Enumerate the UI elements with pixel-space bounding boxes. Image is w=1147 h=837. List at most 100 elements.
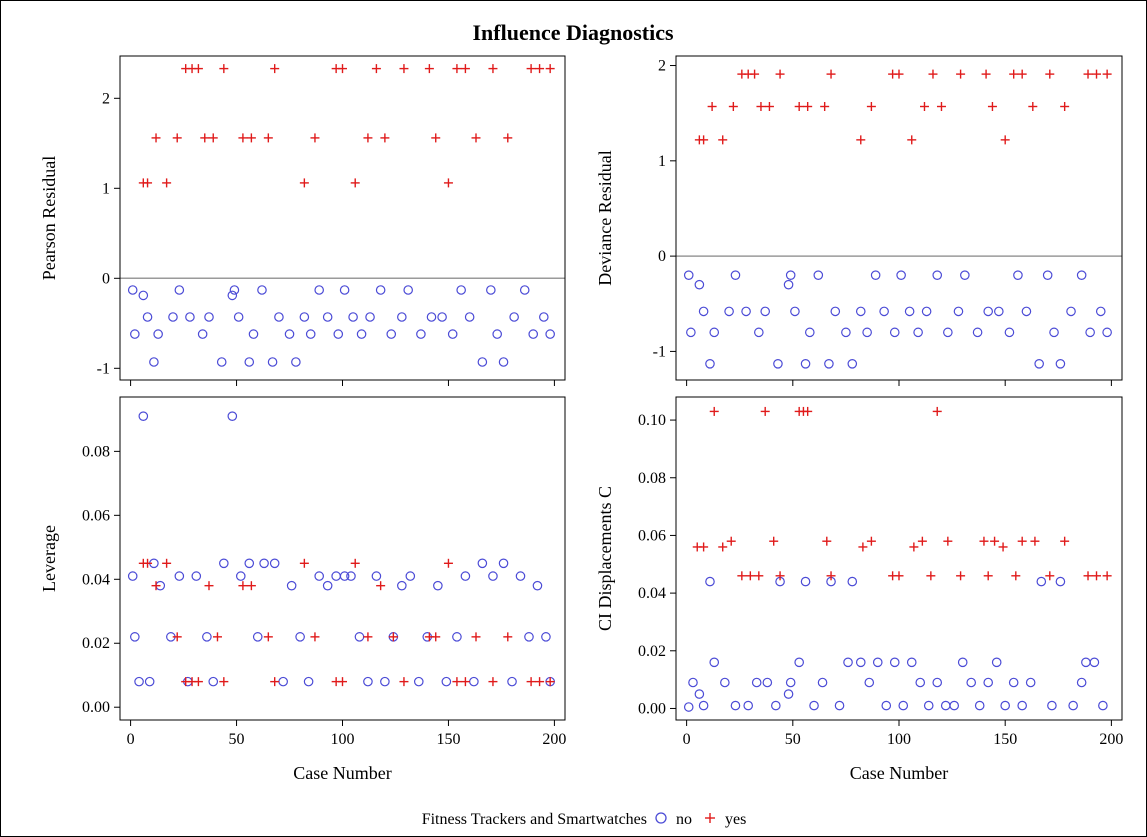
ci-displacements-point-yes	[1102, 571, 1112, 581]
pearson-residual-point-no	[153, 329, 163, 339]
ci-displacements-point-no	[991, 657, 1002, 668]
pearson-residual-point-yes	[263, 133, 273, 143]
deviance-residual-point-yes	[981, 69, 991, 79]
deviance-residual-point-no	[1066, 306, 1076, 317]
leverage-point-no	[346, 571, 356, 581]
pearson-residual-point-yes	[452, 64, 462, 74]
ci-displacements-point-no	[923, 700, 934, 711]
deviance-residual-point-no	[686, 327, 696, 338]
leverage-point-no	[331, 571, 341, 581]
ci-displacements-panel: 0.00 0.02 0.04 0.06 0.08 0.10 0 50 100 150 200 CI D…	[595, 396, 1123, 783]
ci-displacements-point-no	[1068, 700, 1078, 711]
deviance-residual-point-no	[754, 327, 764, 338]
deviance-residual-point-yes	[1045, 69, 1055, 79]
ci-displacements-point-yes	[983, 571, 993, 581]
leverage-point-yes	[212, 632, 222, 642]
pearson-residual-point-yes	[151, 133, 161, 143]
deviance-residual-point-no	[1095, 306, 1106, 317]
ci-displacements-point-no	[966, 677, 977, 688]
ci-displacements-point-no	[809, 700, 819, 711]
ci-displacements-point-no	[694, 689, 705, 699]
leverage-xtick-label: 200	[542, 731, 566, 748]
leverage-point-no	[515, 571, 526, 581]
leverage-ytick-label: 0.06	[82, 507, 110, 524]
ci-displacements-point-no	[864, 677, 875, 688]
deviance-residual-point-yes	[794, 102, 804, 112]
deviance-residual-point-no	[879, 306, 889, 317]
legend-yes-marker	[705, 813, 715, 823]
deviance-residual-point-yes	[1083, 69, 1093, 79]
ci-displacements-xlabel: Case Number	[850, 763, 948, 783]
leverage-point-no	[488, 571, 498, 581]
ci-displacements-point-no	[915, 677, 926, 688]
ci-displacements-point-no	[817, 677, 828, 688]
deviance-residual-point-no	[1102, 327, 1112, 338]
deviance-residual-point-no	[773, 358, 783, 369]
deviance-residual-point-no	[1042, 270, 1053, 280]
leverage-point-yes	[238, 581, 248, 591]
ci-displacements-point-no	[898, 700, 909, 711]
pearson-residual-point-yes	[488, 64, 498, 74]
ci-displacements-point-no	[683, 702, 694, 712]
ci-displacements-xtick-label: 150	[993, 731, 1017, 748]
pearson-residual-point-no	[464, 312, 475, 322]
pearson-residual-point-no	[333, 329, 344, 339]
deviance-residual-point-no	[943, 327, 953, 338]
deviance-residual-point-no	[705, 358, 715, 369]
ci-displacements-point-yes	[866, 536, 876, 546]
pearson-residual-point-no	[149, 357, 159, 367]
pearson-residual-point-no	[375, 285, 386, 295]
leverage-point-yes	[503, 632, 513, 642]
pearson-residual-point-no	[216, 357, 227, 367]
ci-displacements-point-no	[1055, 576, 1066, 587]
leverage-point-yes	[299, 558, 309, 568]
pearson-residual-point-no	[416, 329, 426, 339]
ci-displacements-point-yes	[709, 406, 719, 416]
pearson-residual-point-no	[386, 329, 397, 339]
deviance-residual-point-no	[724, 306, 734, 317]
leverage-point-no	[541, 632, 551, 642]
ci-displacements-point-yes	[726, 536, 736, 546]
pearson-residual-point-no	[168, 312, 178, 322]
ci-displacements-point-yes	[943, 536, 953, 546]
pearson-residual-point-yes	[172, 133, 182, 143]
leverage-point-no	[208, 676, 219, 687]
deviance-residual-point-no	[913, 327, 923, 338]
ci-displacements-point-yes	[699, 542, 709, 552]
deviance-residual-ytick-label: -1	[653, 343, 666, 360]
deviance-residual-point-no	[709, 327, 720, 338]
pearson-residual-point-no	[437, 312, 447, 322]
ci-displacements-point-no	[957, 657, 968, 668]
deviance-residual-point-no	[889, 327, 900, 338]
deviance-residual-point-yes	[728, 102, 738, 112]
ci-displacements-point-no	[771, 700, 781, 711]
deviance-residual-point-yes	[928, 69, 938, 79]
leverage-xtick-label: 50	[229, 731, 245, 748]
pearson-residual-point-yes	[363, 133, 373, 143]
pearson-residual-point-yes	[310, 133, 320, 143]
ci-displacements-ytick-label: 0.10	[638, 412, 666, 429]
deviance-residual-point-no	[921, 306, 932, 317]
leverage-point-yes	[388, 632, 398, 642]
deviance-residual-point-yes	[936, 102, 946, 112]
ci-displacements-point-yes	[769, 536, 779, 546]
pearson-residual-point-yes	[431, 133, 441, 143]
leverage-point-no	[363, 676, 373, 687]
pearson-residual-point-no	[356, 329, 367, 339]
pearson-residual-ytick-label: 0	[102, 270, 110, 287]
deviance-residual-point-no	[953, 306, 964, 317]
leverage-point-no	[452, 632, 462, 642]
leverage-point-no	[259, 558, 269, 569]
deviance-residual-point-no	[904, 306, 915, 317]
leverage-point-no	[295, 632, 305, 642]
ci-displacements-point-no	[855, 657, 866, 668]
deviance-residual-point-yes	[820, 102, 830, 112]
deviance-residual-point-no	[730, 270, 741, 280]
leverage-ytick-label: 0.08	[82, 443, 110, 460]
leverage-point-yes	[151, 581, 161, 591]
ci-displacements-point-no	[1081, 657, 1091, 668]
leverage-point-yes	[431, 632, 441, 642]
deviance-residual-point-no	[841, 327, 851, 338]
pearson-residual-point-no	[403, 285, 413, 295]
deviance-residual-point-yes	[718, 135, 728, 145]
